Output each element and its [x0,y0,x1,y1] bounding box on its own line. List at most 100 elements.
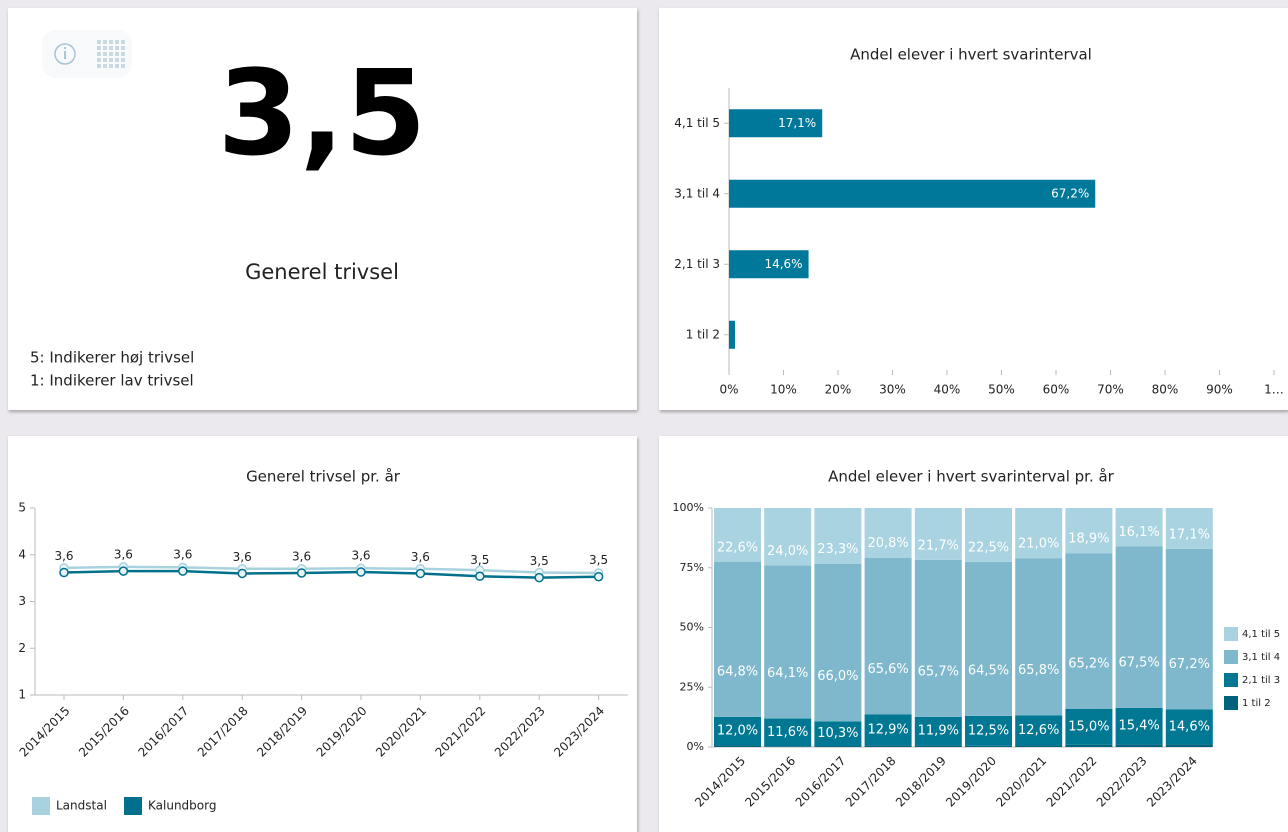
x-tick-label: 0% [719,383,738,397]
bar-segment [1115,508,1163,547]
bar-segment [914,559,962,717]
x-tick-label: 20% [825,383,852,397]
value-label: 12,0% [717,724,758,739]
y-tick-label: 2 [18,641,26,655]
value-label: 10,3% [817,726,858,741]
value-label: 12,6% [1018,723,1059,738]
bar-segment [1165,508,1213,549]
value-label: 65,7% [918,664,959,679]
kpi-label: Generel trivsel [245,260,399,284]
bar-segment [714,508,761,563]
toolbar [42,30,132,78]
value-label: 65,8% [1018,663,1059,678]
legend-swatch [1224,673,1238,687]
value-label: 67,2% [1051,186,1089,200]
y-tick-label: 4,1 til 5 [674,116,720,130]
info-icon-bar [64,51,66,59]
chart-title: Andel elever i hvert svarinterval [850,46,1092,64]
x-tick-label: 80% [1152,383,1179,397]
chart-title: Andel elever i hvert svarinterval pr. år [828,468,1115,486]
bar-segment [1115,546,1163,708]
info-icon[interactable] [54,43,76,65]
value-label: 14,6% [1169,719,1210,734]
x-tick-label: 50% [988,383,1015,397]
panel [8,436,637,832]
value-label: 3,5 [470,553,489,567]
value-label: 65,6% [867,662,908,677]
panel [659,8,1288,410]
value-label: 67,5% [1118,655,1159,670]
bar-segment [1115,744,1163,747]
bar [729,179,1096,208]
x-tick-label: 70% [1097,383,1124,397]
value-label: 21,0% [1018,537,1059,552]
bar-segment [814,508,862,564]
value-label: 12,9% [867,722,908,737]
value-label: 15,0% [1068,719,1109,734]
value-label: 3,6 [54,549,73,563]
bar [729,320,735,349]
value-label: 67,2% [1169,657,1210,672]
value-label: 64,1% [767,666,808,681]
y-tick-label: 1 [18,688,26,702]
bar-segment [714,562,761,717]
y-tick-label: 100% [673,501,704,514]
point [237,568,247,579]
bar-segment [764,565,812,719]
line [63,565,599,575]
value-label: 22,5% [968,540,1009,555]
kpi-note: 1: Indikerer lav trivsel [30,372,194,390]
point [296,568,307,578]
legend-label: 1 til 2 [1242,698,1271,709]
value-label: 65,2% [1068,656,1109,671]
grid-icon[interactable] [97,40,125,68]
kpi-note: 5: Indikerer høj trivsel [30,349,194,367]
legend-swatch [1224,650,1238,664]
bar-segment [1115,707,1163,745]
value-label: 3,6 [351,549,370,563]
bar-segment [1015,558,1063,716]
value-label: 15,4% [1118,719,1159,734]
bar-segment [814,721,862,747]
x-tick-label: 10% [770,383,797,397]
value-label: 23,3% [817,542,858,557]
bar-segment [814,563,862,722]
point [534,572,544,583]
value-label: 3,6 [173,548,192,562]
value-label: 14,6% [764,257,802,271]
value-label: 24,0% [767,544,808,559]
bar-segment [914,716,962,746]
bar-segment [1065,553,1113,709]
bar-segment [965,508,1012,562]
value-label: 3,5 [589,553,608,567]
bar-segment [1165,548,1213,710]
point [475,571,485,582]
bar-segment [1015,745,1063,747]
bar-segment [764,508,812,566]
y-tick-label: 75% [680,561,704,574]
value-label: 18,9% [1068,532,1109,547]
chart-title: Generel trivsel pr. år [246,468,401,486]
bar-segment [764,718,812,747]
point [59,567,69,578]
legend-swatch [124,797,142,815]
bar-segment [814,746,862,747]
kpi-value: 3,5 [217,44,426,182]
value-label: 3,6 [411,550,430,564]
bar-segment [1165,744,1213,747]
legend-label: Landstal [56,799,107,813]
value-label: 3,5 [530,554,549,568]
value-label: 17,1% [1169,527,1210,542]
line [63,569,599,579]
bar-segment [1165,709,1213,745]
value-label: 16,1% [1118,525,1159,540]
x-tick-label: 30% [879,383,906,397]
y-tick-label: 4 [18,547,26,561]
bar-segment [714,716,761,746]
legend-label: Kalundborg [148,799,216,813]
x-tick-label: 1… [1264,383,1284,397]
bar-segment [914,745,962,747]
legend-swatch [1224,696,1238,710]
